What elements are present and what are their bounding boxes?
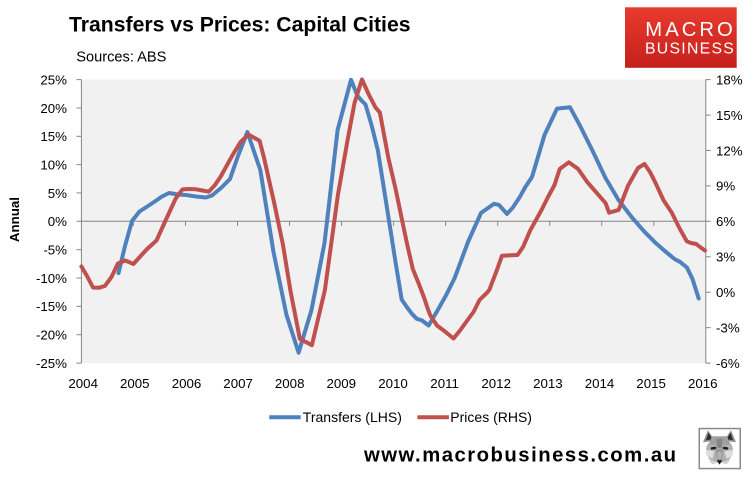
svg-text:12%: 12% bbox=[716, 143, 743, 158]
svg-text:-15%: -15% bbox=[36, 299, 67, 314]
svg-text:www.macrobusiness.com.au: www.macrobusiness.com.au bbox=[363, 444, 676, 466]
svg-text:10%: 10% bbox=[40, 157, 67, 172]
svg-text:0%: 0% bbox=[48, 214, 67, 229]
svg-text:Annual: Annual bbox=[7, 197, 22, 242]
svg-text:3%: 3% bbox=[716, 250, 735, 265]
svg-text:2009: 2009 bbox=[327, 376, 357, 391]
svg-text:2013: 2013 bbox=[533, 376, 563, 391]
svg-text:15%: 15% bbox=[40, 129, 67, 144]
svg-text:-5%: -5% bbox=[43, 242, 67, 257]
svg-text:2014: 2014 bbox=[585, 376, 615, 391]
svg-text:-20%: -20% bbox=[36, 328, 67, 343]
svg-text:BUSINESS: BUSINESS bbox=[645, 41, 734, 58]
svg-text:2011: 2011 bbox=[430, 376, 459, 391]
svg-text:20%: 20% bbox=[40, 101, 67, 116]
svg-text:2012: 2012 bbox=[481, 376, 511, 391]
svg-text:-6%: -6% bbox=[716, 356, 740, 371]
svg-text:6%: 6% bbox=[716, 214, 735, 229]
svg-text:2007: 2007 bbox=[223, 376, 253, 391]
svg-text:18%: 18% bbox=[716, 72, 743, 87]
svg-text:MACRO: MACRO bbox=[645, 19, 733, 41]
svg-text:-25%: -25% bbox=[36, 356, 67, 371]
svg-text:0%: 0% bbox=[716, 285, 735, 300]
svg-text:2016: 2016 bbox=[688, 376, 718, 391]
svg-text:5%: 5% bbox=[48, 186, 67, 201]
svg-text:Transfers vs Prices: Capital C: Transfers vs Prices: Capital Cities bbox=[69, 13, 411, 36]
svg-text:2008: 2008 bbox=[275, 376, 305, 391]
svg-text:-10%: -10% bbox=[36, 271, 67, 286]
svg-text:2010: 2010 bbox=[378, 376, 408, 391]
svg-text:2004: 2004 bbox=[68, 376, 98, 391]
svg-text:2005: 2005 bbox=[120, 376, 150, 391]
svg-text:9%: 9% bbox=[716, 179, 735, 194]
svg-text:15%: 15% bbox=[716, 108, 743, 123]
svg-text:2006: 2006 bbox=[172, 376, 202, 391]
svg-text:25%: 25% bbox=[40, 72, 67, 87]
svg-text:Transfers (LHS): Transfers (LHS) bbox=[303, 409, 402, 425]
svg-text:2015: 2015 bbox=[636, 376, 666, 391]
svg-text:Sources: ABS: Sources: ABS bbox=[76, 50, 166, 66]
svg-text:-3%: -3% bbox=[716, 320, 740, 335]
svg-text:Prices (RHS): Prices (RHS) bbox=[450, 409, 532, 425]
